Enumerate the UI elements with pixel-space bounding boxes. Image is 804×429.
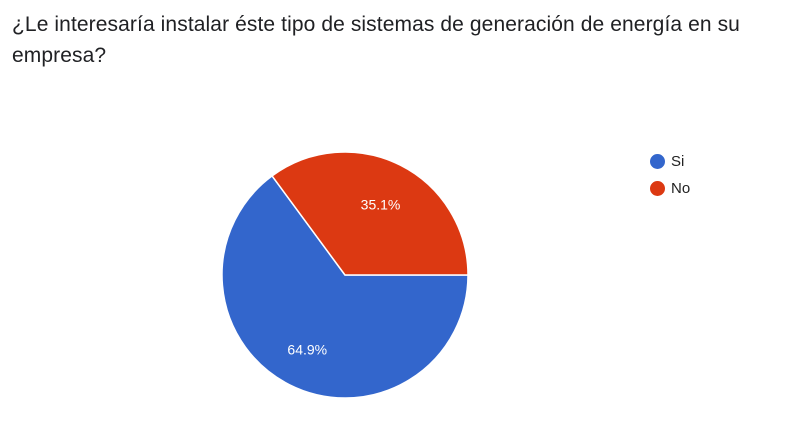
legend-label: No — [671, 180, 691, 197]
pie-slice-no[interactable] — [271, 151, 469, 276]
legend-swatch — [650, 154, 665, 169]
legend-item-si[interactable]: Si — [650, 148, 690, 175]
legend-swatch — [650, 181, 665, 196]
legend-item-no[interactable]: No — [650, 175, 690, 202]
pie-label-no: 35.1% — [361, 197, 401, 213]
chart-legend: Si No — [650, 148, 690, 202]
pie-slice-si[interactable] — [221, 174, 469, 399]
question-title: ¿Le interesaría instalar éste tipo de si… — [12, 13, 740, 67]
pie-label-si: 64.9% — [287, 342, 327, 358]
legend-label: Si — [671, 153, 685, 170]
